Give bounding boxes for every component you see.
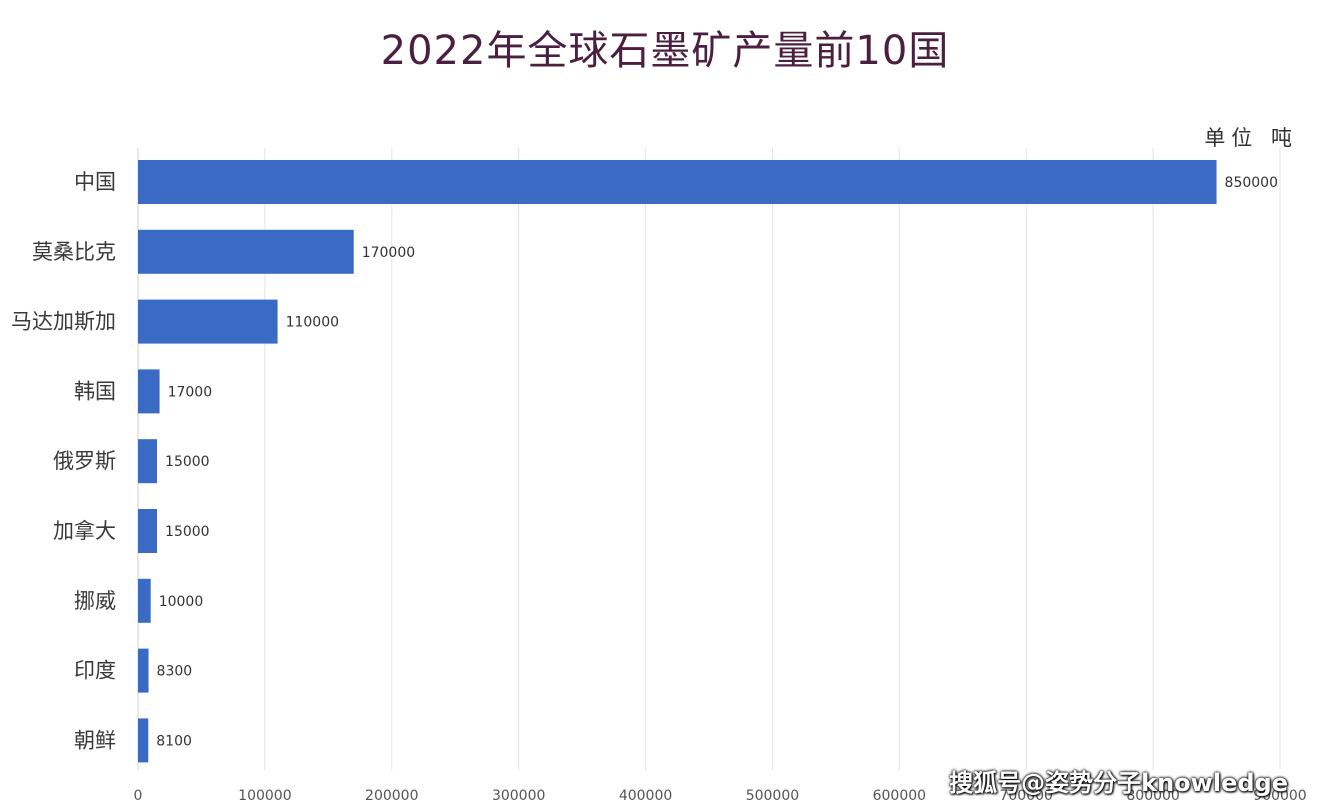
x-tick-label: 200000 xyxy=(365,788,418,804)
category-label: 莫桑比克 xyxy=(32,240,116,264)
data-label: 110000 xyxy=(286,315,339,331)
data-label: 8300 xyxy=(157,664,193,680)
x-tick-label: 500000 xyxy=(746,788,799,804)
data-label: 8100 xyxy=(156,733,192,749)
data-label: 15000 xyxy=(165,524,210,540)
bar xyxy=(138,229,354,274)
category-label: 挪威 xyxy=(74,589,116,613)
chart-title: 2022年全球石墨矿产量前10国 xyxy=(380,28,950,74)
x-tick-label: 100000 xyxy=(238,788,291,804)
category-label: 印度 xyxy=(74,659,116,683)
bar xyxy=(138,718,149,763)
category-label: 马达加斯加 xyxy=(11,310,116,334)
x-tick-label: 0 xyxy=(134,788,143,804)
category-label: 朝鲜 xyxy=(74,728,116,752)
category-label: 俄罗斯 xyxy=(53,449,116,473)
category-label: 加拿大 xyxy=(53,519,116,543)
data-label: 15000 xyxy=(165,454,210,470)
data-label: 17000 xyxy=(168,384,213,400)
bar-layer xyxy=(138,160,1217,763)
bar xyxy=(138,578,151,623)
x-tick-label: 700000 xyxy=(999,788,1052,804)
bar xyxy=(138,439,158,484)
bar xyxy=(138,160,1217,204)
x-tick-label: 900000 xyxy=(1253,788,1306,804)
grid-layer xyxy=(137,148,1281,770)
x-tick-label: 300000 xyxy=(492,788,545,804)
category-label: 中国 xyxy=(74,170,116,194)
bar xyxy=(138,369,160,414)
category-label: 韩国 xyxy=(74,379,116,403)
data-label: 170000 xyxy=(362,245,415,261)
bar xyxy=(138,299,278,344)
x-tick-label: 800000 xyxy=(1126,788,1179,804)
label-layer: 0 100000 200000 300000 400000 500000 600000 700… xyxy=(11,170,1307,804)
watermark: 搜狐号@姿势分子knowledge xyxy=(949,769,1288,797)
data-label: 10000 xyxy=(159,594,204,610)
data-label: 850000 xyxy=(1225,175,1278,191)
bar xyxy=(138,509,158,553)
x-tick-label: 600000 xyxy=(873,788,926,804)
unit-label: 单位 吨 xyxy=(1204,126,1298,150)
bar xyxy=(138,648,149,693)
x-tick-label: 400000 xyxy=(619,788,672,804)
